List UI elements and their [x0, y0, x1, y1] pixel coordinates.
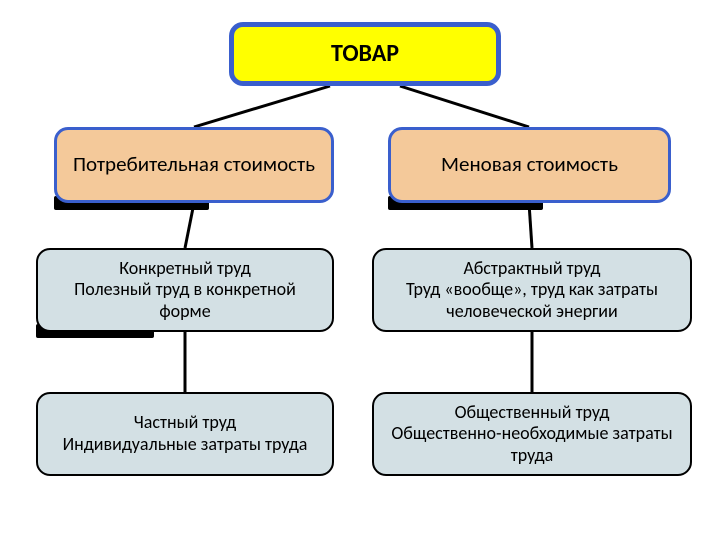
social-labor-subtitle: Общественно-необходимые затраты труда — [384, 423, 680, 466]
concrete-labor-subtitle: Полезный труд в конкретной форме — [48, 279, 322, 322]
abstract-labor-subtitle: Труд «вообще», труд как затраты человече… — [384, 279, 680, 322]
exchange-value-node: Меновая стоимость — [388, 127, 671, 203]
concrete-labor-title: Конкретный труд — [48, 258, 322, 280]
social-labor-node: Общественный труд Общественно-необходимы… — [372, 392, 692, 476]
abstract-labor-node: Абстрактный труд Труд «вообще», труд как… — [372, 248, 692, 332]
exchange-value-label: Меновая стоимость — [441, 152, 618, 177]
private-labor-node: Частный труд Индивидуальные затраты труд… — [36, 392, 334, 476]
use-value-label: Потребительная стоимость — [73, 152, 315, 177]
private-labor-title: Частный труд — [63, 412, 308, 434]
abstract-labor-title: Абстрактный труд — [384, 258, 680, 280]
connector-line — [194, 86, 330, 127]
use-value-node: Потребительная стоимость — [54, 127, 334, 203]
connector-line — [400, 86, 529, 127]
root-node: ТОВАР — [229, 22, 501, 86]
private-labor-subtitle: Индивидуальные затраты труда — [63, 434, 308, 456]
concrete-labor-node: Конкретный труд Полезный труд в конкретн… — [36, 248, 334, 332]
social-labor-title: Общественный труд — [384, 402, 680, 424]
root-label: ТОВАР — [331, 40, 399, 69]
